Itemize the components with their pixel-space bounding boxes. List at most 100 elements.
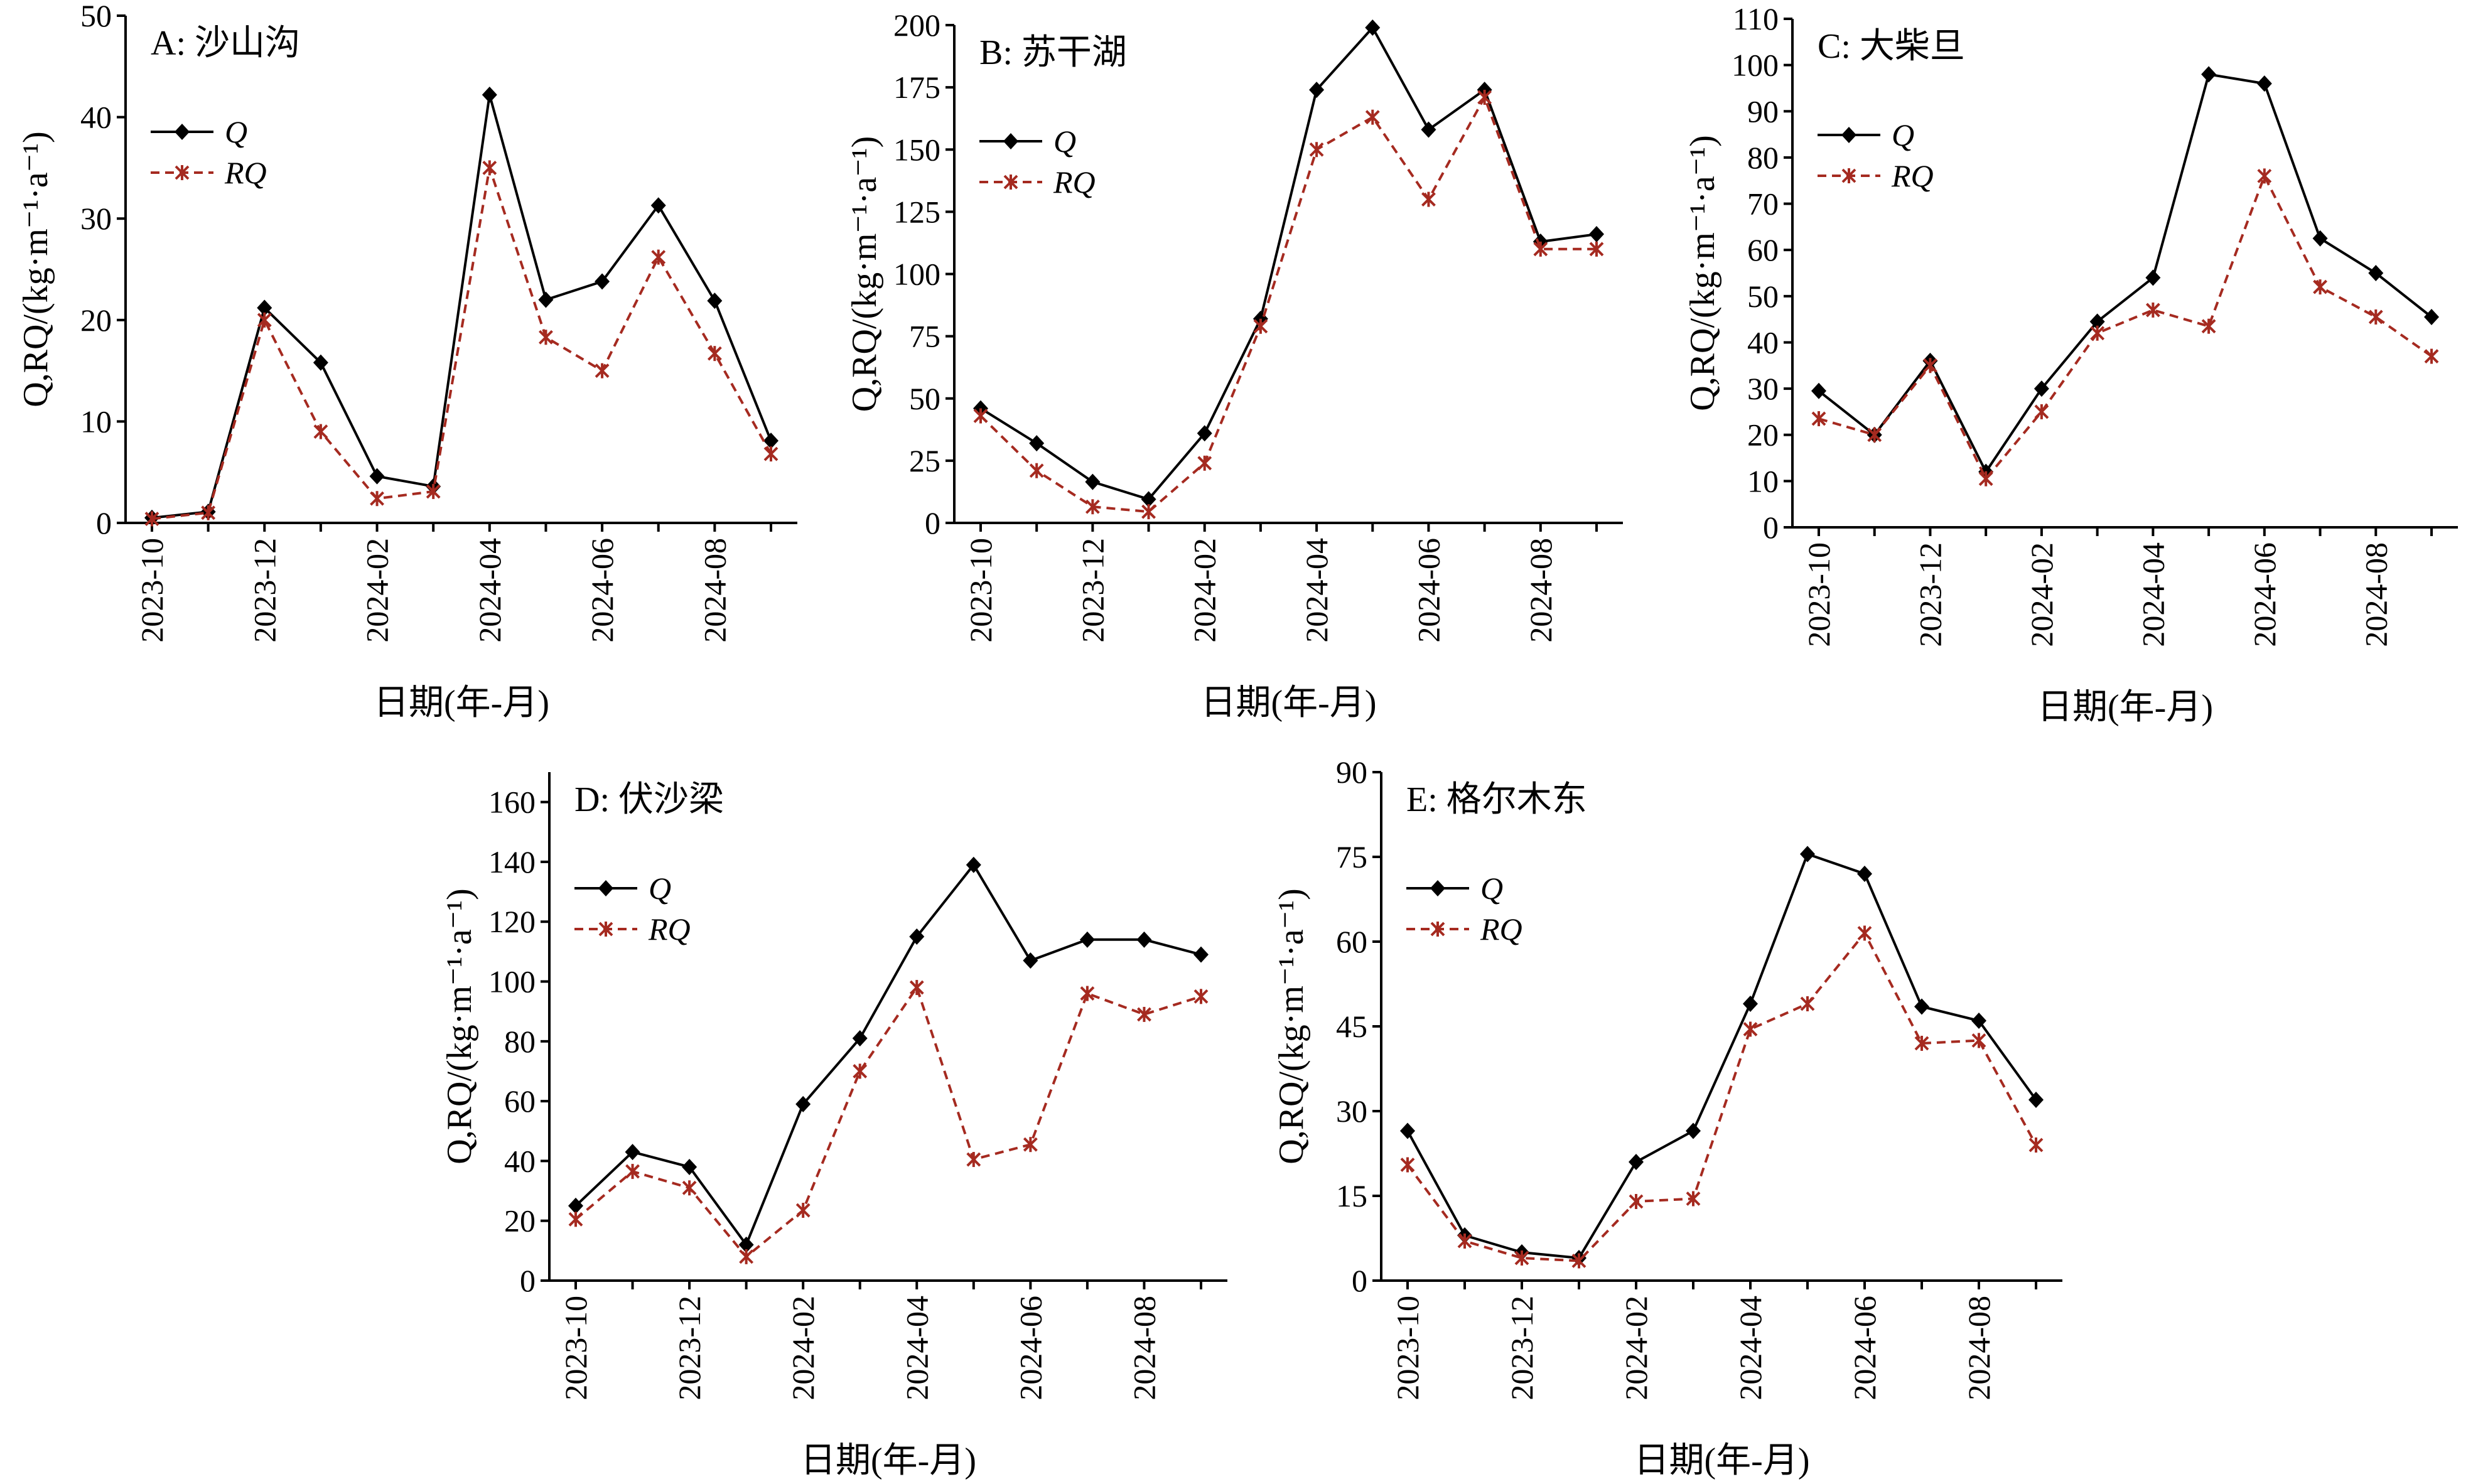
x-axis-label: 日期(年-月) [374,684,549,723]
y-tick-label: 10 [80,404,112,439]
data-point [2201,66,2217,83]
y-tick-label: 60 [1336,924,1367,959]
data-point [1457,1234,1472,1249]
data-point [1811,411,1826,426]
series-line [1818,73,2433,475]
data-point [966,1152,981,1168]
data-point [2145,269,2161,286]
x-tick-label: 2023-12 [247,538,282,643]
x-axis-label: 日期(年-月) [1201,684,1377,723]
y-tick-label: 120 [488,904,536,939]
series-line [1818,173,2433,481]
data-point [1365,19,1381,36]
legend-marker [1430,922,1445,937]
data-point [1971,1013,1986,1029]
x-axis-label: 日期(年-月) [2037,688,2213,727]
data-point [2424,348,2439,364]
data-point [682,1158,698,1175]
data-point [2368,265,2384,281]
data-point [1629,1154,1644,1170]
data-point [595,363,610,379]
y-tick-label: 90 [1336,755,1367,790]
data-point [966,856,981,873]
data-point [1923,358,1937,374]
chart-panel: 0 20 40 60 80 100 120 140 160 2023-10 2023-12 2024-… [440,772,1227,1480]
data-point [739,1249,754,1264]
legend-item: Q [1406,871,1503,906]
legend-marker [598,880,613,896]
legend-label: RQ [224,155,267,190]
y-tick-label: 45 [1336,1009,1367,1044]
data-point [1029,463,1044,478]
data-point [568,1212,583,1227]
x-tick-label: 2024-06 [1411,538,1446,643]
x-tick-label: 2024-08 [2358,542,2393,647]
data-point [1867,427,1882,443]
x-tick-label: 2023-12 [1504,1296,1539,1401]
data-point [1514,1250,1529,1266]
x-axis-label: 日期(年-月) [800,1441,976,1480]
data-point [1029,435,1045,452]
y-tick-label: 25 [909,443,940,478]
y-tick-label: 0 [925,505,940,540]
x-tick-label: 2023-10 [1801,542,1836,647]
data-point [909,928,925,945]
x-tick-label: 2024-04 [472,538,507,643]
data-point [2034,380,2049,397]
y-tick-label: 90 [1747,94,1779,129]
data-point [2313,279,2327,295]
data-point [426,483,441,499]
data-point [1079,931,1095,948]
y-axis-label: Q,RQ/(kg·m⁻¹·a⁻¹) [16,131,55,407]
x-tick-label: 2024-08 [697,538,732,643]
legend-marker [1841,127,1856,143]
data-point [1137,1006,1151,1022]
data-point [1085,473,1101,490]
data-point [2028,1092,2044,1108]
data-point [2089,313,2105,330]
data-point [1141,504,1156,520]
data-point [1400,1122,1415,1139]
data-point [625,1144,640,1161]
y-tick-label: 0 [1352,1263,1367,1298]
y-tick-label: 100 [1732,48,1779,83]
legend-label: Q [1892,117,1914,153]
data-point [625,1164,640,1180]
data-point [853,1063,868,1079]
chart-panel: 0 10 20 30 40 50 2023-10 2023-12 2024-02 2024-04 2… [16,0,797,723]
y-tick-label: 30 [80,201,112,236]
data-point [313,424,328,439]
legend-item: Q [979,124,1076,159]
data-point [707,293,723,309]
data-point [568,1197,583,1214]
x-tick-label: 2024-08 [1126,1296,1161,1401]
series-line [574,984,1202,1259]
legend-label: RQ [648,911,691,947]
x-tick-label: 2023-10 [558,1296,593,1401]
legend-label: Q [649,871,671,906]
y-tick-label: 60 [504,1083,536,1119]
data-point [1857,925,1872,941]
y-tick-label: 20 [504,1203,536,1239]
y-tick-label: 10 [1747,463,1779,498]
x-tick-label: 2023-12 [672,1296,707,1401]
data-point [482,160,497,176]
y-tick-label: 150 [893,132,940,167]
data-point [1253,318,1268,334]
x-tick-label: 2024-08 [1961,1296,1996,1401]
data-point [1914,998,1929,1015]
data-point [852,1030,868,1047]
data-point [257,312,272,328]
data-point [1971,1033,1986,1048]
y-tick-label: 0 [1763,510,1779,545]
data-point [1080,986,1095,1001]
data-point [795,1095,811,1112]
legend-label: Q [1480,871,1503,906]
data-point [2028,1137,2044,1153]
data-point [651,249,666,265]
x-tick-label: 2024-06 [1847,1296,1882,1401]
y-tick-label: 50 [1747,279,1779,314]
data-point [1193,989,1209,1004]
y-axis-label: Q,RQ/(kg·m⁻¹·a⁻¹) [845,136,884,412]
